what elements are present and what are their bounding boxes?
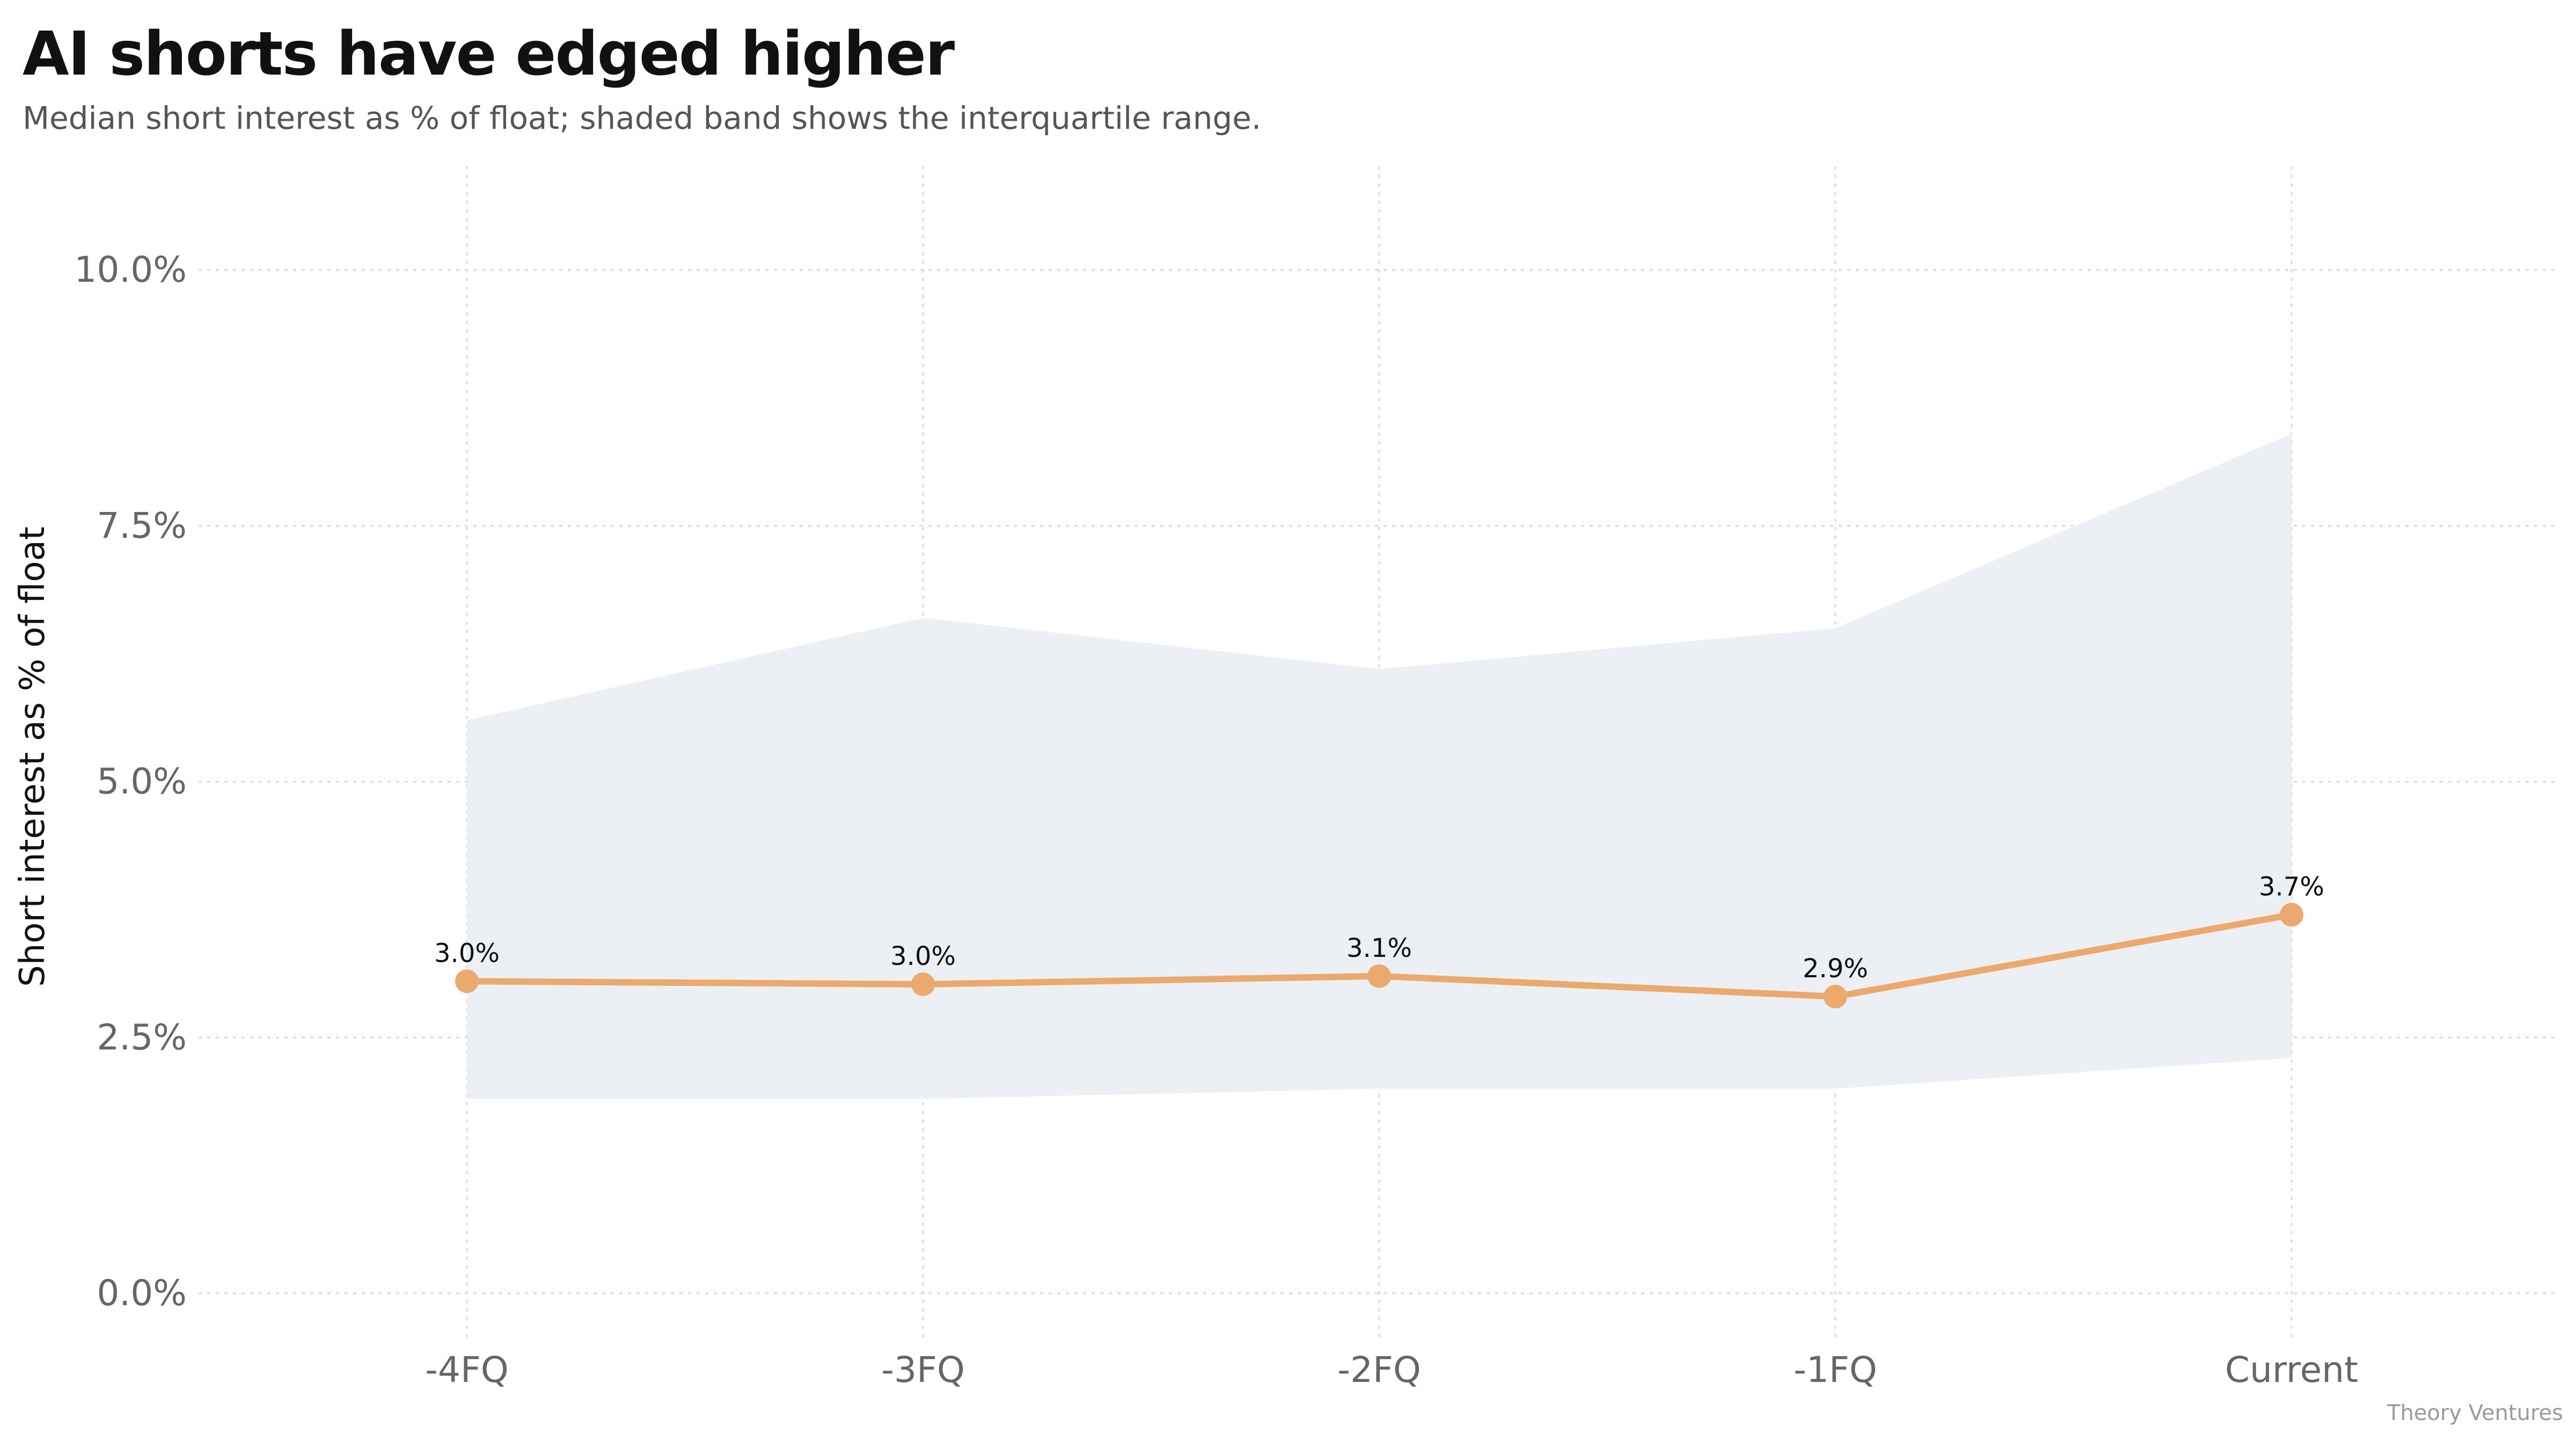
x-tick-label: -2FQ	[1337, 1349, 1421, 1391]
y-tick-label: 5.0%	[97, 761, 187, 802]
axis-layer: 0.0% 2.5% 5.0% 7.5% 10.0% -4FQ -3FQ -2FQ -1FQ Cur…	[74, 249, 2358, 1391]
data-point-current	[2280, 903, 2303, 927]
data-label: 3.1%	[1346, 933, 1412, 963]
data-label: 3.0%	[890, 941, 956, 971]
interquartile-band	[467, 434, 2292, 1099]
x-tick-label: -3FQ	[881, 1349, 965, 1391]
chart-title: AI shorts have edged higher	[23, 19, 955, 89]
y-tick-label: 0.0%	[97, 1272, 187, 1314]
data-point-1fq	[1824, 984, 1847, 1008]
data-label: 3.7%	[2259, 872, 2324, 902]
data-point-4fq	[455, 969, 479, 993]
data-label: 2.9%	[1803, 954, 1868, 984]
y-axis-label: Short interest as % of float	[13, 526, 53, 987]
label-layer: 3.0% 3.0% 3.1% 2.9% 3.7%	[434, 872, 2324, 984]
y-tick-label: 10.0%	[74, 249, 187, 290]
x-tick-label: -4FQ	[425, 1349, 509, 1391]
y-tick-label: 2.5%	[97, 1016, 187, 1058]
data-point-3fq	[911, 972, 935, 997]
x-tick-label: Current	[2225, 1349, 2358, 1391]
y-tick-label: 7.5%	[97, 505, 187, 546]
credit-text: Theory Ventures	[2387, 1401, 2563, 1425]
line-layer	[455, 903, 2303, 1008]
data-label: 3.0%	[434, 938, 500, 968]
data-point-2fq	[1367, 964, 1391, 988]
chart-subtitle: Median short interest as % of float; sha…	[23, 100, 1262, 136]
x-tick-label: -1FQ	[1794, 1349, 1877, 1391]
band-layer	[467, 434, 2292, 1099]
